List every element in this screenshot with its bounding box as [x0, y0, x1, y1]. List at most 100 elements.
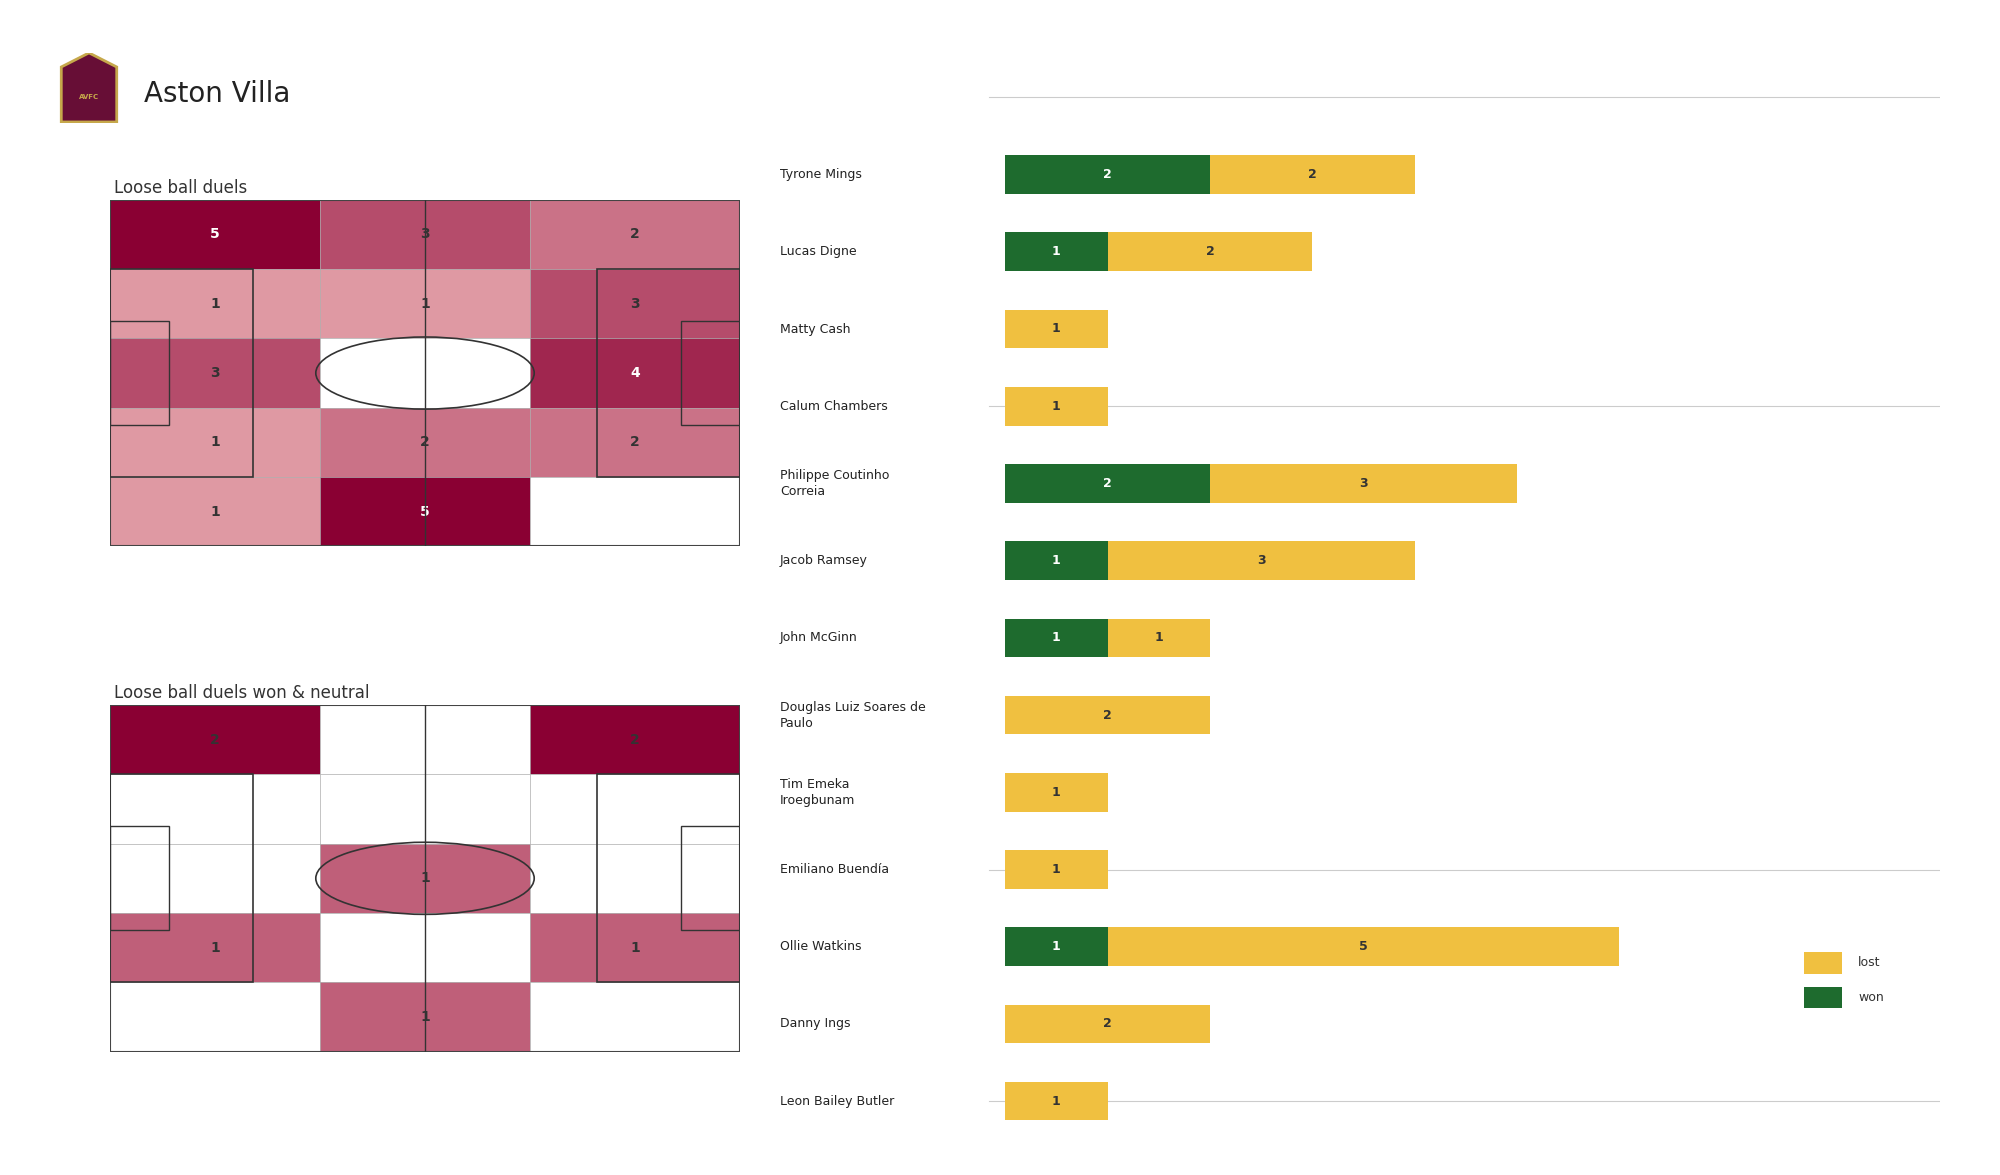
Bar [110, 200, 320, 269]
Bar [1006, 155, 1210, 194]
Bar [1108, 542, 1414, 580]
Polygon shape [62, 53, 116, 122]
Bar [1006, 233, 1108, 271]
Bar [1006, 618, 1108, 657]
Text: 1: 1 [1052, 862, 1060, 877]
Text: 2: 2 [1206, 246, 1214, 258]
Text: AVFC: AVFC [78, 94, 100, 100]
Bar [530, 269, 740, 338]
Text: 1: 1 [1052, 246, 1060, 258]
Text: 3: 3 [1360, 477, 1368, 490]
Text: 5: 5 [1360, 940, 1368, 953]
Bar [320, 982, 530, 1052]
Bar [110, 774, 252, 982]
Bar [1006, 851, 1108, 888]
Bar [110, 269, 320, 338]
Text: Tim Emeka
Iroegbunam: Tim Emeka Iroegbunam [780, 778, 856, 807]
Bar [320, 269, 530, 338]
Text: 2: 2 [630, 733, 640, 746]
Bar [598, 774, 740, 982]
Text: 5: 5 [420, 505, 430, 518]
Text: 4: 4 [630, 367, 640, 380]
Bar [320, 477, 530, 546]
Bar [320, 338, 530, 408]
Text: 1: 1 [210, 505, 220, 518]
Bar [1108, 618, 1210, 657]
Text: 1: 1 [1052, 555, 1060, 568]
Bar [530, 408, 740, 477]
Bar [1006, 464, 1210, 503]
Bar [1210, 155, 1414, 194]
Text: Loose ball duels won & neutral: Loose ball duels won & neutral [114, 684, 370, 703]
Text: 1: 1 [1052, 322, 1060, 336]
Text: Philippe Coutinho
Correia: Philippe Coutinho Correia [780, 469, 890, 498]
Bar [1804, 952, 1842, 974]
Text: Emiliano Buendía: Emiliano Buendía [780, 862, 890, 877]
Bar [530, 338, 740, 408]
Bar [1804, 987, 1842, 1008]
Text: Matty Cash: Matty Cash [780, 322, 850, 336]
Text: 1: 1 [1052, 940, 1060, 953]
Bar [110, 774, 320, 844]
Text: 1: 1 [420, 1010, 430, 1023]
Text: won: won [1858, 992, 1884, 1005]
Text: 3: 3 [1256, 555, 1266, 568]
Bar [598, 269, 740, 477]
Bar [530, 913, 740, 982]
Bar [1006, 310, 1108, 348]
Bar [1006, 542, 1108, 580]
Bar [682, 826, 740, 931]
Bar [110, 408, 320, 477]
Text: 1: 1 [420, 297, 430, 310]
Bar [530, 982, 740, 1052]
Bar [1006, 696, 1210, 734]
Bar [320, 913, 530, 982]
Bar [110, 338, 320, 408]
Text: 3: 3 [630, 297, 640, 310]
Text: 3: 3 [210, 367, 220, 380]
Text: 1: 1 [1052, 631, 1060, 644]
Text: 2: 2 [1104, 168, 1112, 181]
Text: 2: 2 [630, 228, 640, 241]
Text: Douglas Luiz Soares de
Paulo: Douglas Luiz Soares de Paulo [780, 700, 926, 730]
Bar [682, 321, 740, 425]
Bar [320, 408, 530, 477]
Bar [320, 200, 530, 269]
Bar [1108, 233, 1312, 271]
Text: Ollie Watkins: Ollie Watkins [780, 940, 862, 953]
Text: 2: 2 [1308, 168, 1316, 181]
Bar [110, 477, 320, 546]
Bar [1210, 464, 1516, 503]
Text: 2: 2 [1104, 709, 1112, 721]
Bar [110, 826, 168, 931]
Text: 1: 1 [210, 941, 220, 954]
Bar [530, 200, 740, 269]
Text: Tyrone Mings: Tyrone Mings [780, 168, 862, 181]
Text: 5: 5 [210, 228, 220, 241]
Text: 1: 1 [210, 436, 220, 449]
Bar [1006, 927, 1108, 966]
Text: Danny Ings: Danny Ings [780, 1018, 850, 1030]
Text: 1: 1 [210, 297, 220, 310]
Text: 2: 2 [420, 436, 430, 449]
Text: Jacob Ramsey: Jacob Ramsey [780, 555, 868, 568]
Bar [1006, 773, 1108, 812]
Text: 1: 1 [630, 941, 640, 954]
Text: 1: 1 [1052, 1095, 1060, 1108]
Bar [110, 844, 320, 913]
Text: 1: 1 [1154, 631, 1164, 644]
Bar [530, 774, 740, 844]
Bar [110, 321, 168, 425]
Bar [320, 774, 530, 844]
Text: 2: 2 [210, 733, 220, 746]
Text: John McGinn: John McGinn [780, 631, 858, 644]
Bar [110, 705, 320, 774]
Bar [110, 982, 320, 1052]
Text: 2: 2 [1104, 477, 1112, 490]
Bar [1006, 387, 1108, 425]
Bar [320, 705, 530, 774]
Bar [1108, 927, 1620, 966]
Bar [530, 477, 740, 546]
Text: Leon Bailey Butler: Leon Bailey Butler [780, 1095, 894, 1108]
Text: Lucas Digne: Lucas Digne [780, 246, 856, 258]
